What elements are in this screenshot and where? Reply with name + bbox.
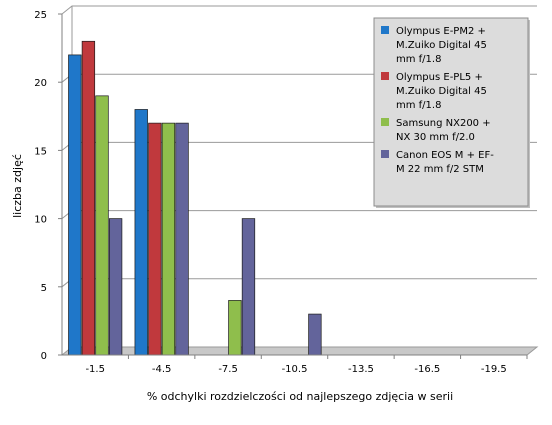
legend-swatch xyxy=(381,150,389,158)
legend-swatch xyxy=(381,72,389,80)
bars xyxy=(68,40,322,356)
x-axis-title: % odchylki rozdzielczości od najlepszego… xyxy=(147,390,453,403)
bar xyxy=(134,109,148,356)
legend-label: M.Zuiko Digital 45 xyxy=(396,86,487,97)
gridline xyxy=(61,5,537,15)
bar xyxy=(95,95,109,356)
legend-box xyxy=(373,17,529,207)
legend-label: Olympus E-PL5 + xyxy=(396,72,483,83)
bar xyxy=(241,218,256,356)
y-tick-label: 5 xyxy=(41,283,47,294)
y-axis-title: liczba zdjęć xyxy=(11,154,24,218)
bar xyxy=(228,300,242,356)
x-tick-label: -4.5 xyxy=(152,364,172,375)
bar xyxy=(161,122,176,356)
legend-label: mm f/1.8 xyxy=(396,100,441,111)
legend: Olympus E-PM2 + M.Zuiko Digital 45 mm f/1.… xyxy=(373,17,530,208)
x-tick-label: -13.5 xyxy=(348,364,374,375)
legend-swatch xyxy=(381,26,389,34)
y-tick-label: 20 xyxy=(34,78,47,89)
x-tick-label: -1.5 xyxy=(85,364,105,375)
bar xyxy=(81,40,96,356)
legend-label: Samsung NX200 + xyxy=(396,118,491,129)
bar xyxy=(148,122,162,356)
y-tick-label: 25 xyxy=(34,10,47,21)
legend-label: mm f/1.8 xyxy=(396,54,441,65)
plot-floor xyxy=(60,346,539,356)
legend-label: M.Zuiko Digital 45 xyxy=(396,40,487,51)
y-tick-label: 10 xyxy=(34,215,47,226)
x-tick-label: -10.5 xyxy=(282,364,308,375)
x-tick-label: -7.5 xyxy=(218,364,238,375)
x-tick-label: -19.5 xyxy=(481,364,507,375)
axes xyxy=(58,13,528,359)
bar xyxy=(308,313,322,356)
x-tick-labels: -1.5 -4.5 -7.5 -10.5 -13.5 -16.5 -19.5 xyxy=(85,364,506,375)
bar xyxy=(175,122,189,356)
y-tick-labels: 0 5 10 15 20 25 xyxy=(34,10,47,362)
legend-label: Olympus E-PM2 + xyxy=(396,26,486,37)
x-tick-label: -16.5 xyxy=(414,364,440,375)
y-tick-label: 15 xyxy=(34,146,47,157)
legend-swatch xyxy=(381,118,389,126)
bar xyxy=(108,218,123,356)
legend-label: M 22 mm f/2 STM xyxy=(396,164,484,175)
legend-label: NX 30 mm f/2.0 xyxy=(396,132,475,143)
legend-label: Canon EOS M + EF- xyxy=(396,150,494,161)
y-tick-label: 0 xyxy=(41,351,47,362)
bar xyxy=(68,54,82,356)
